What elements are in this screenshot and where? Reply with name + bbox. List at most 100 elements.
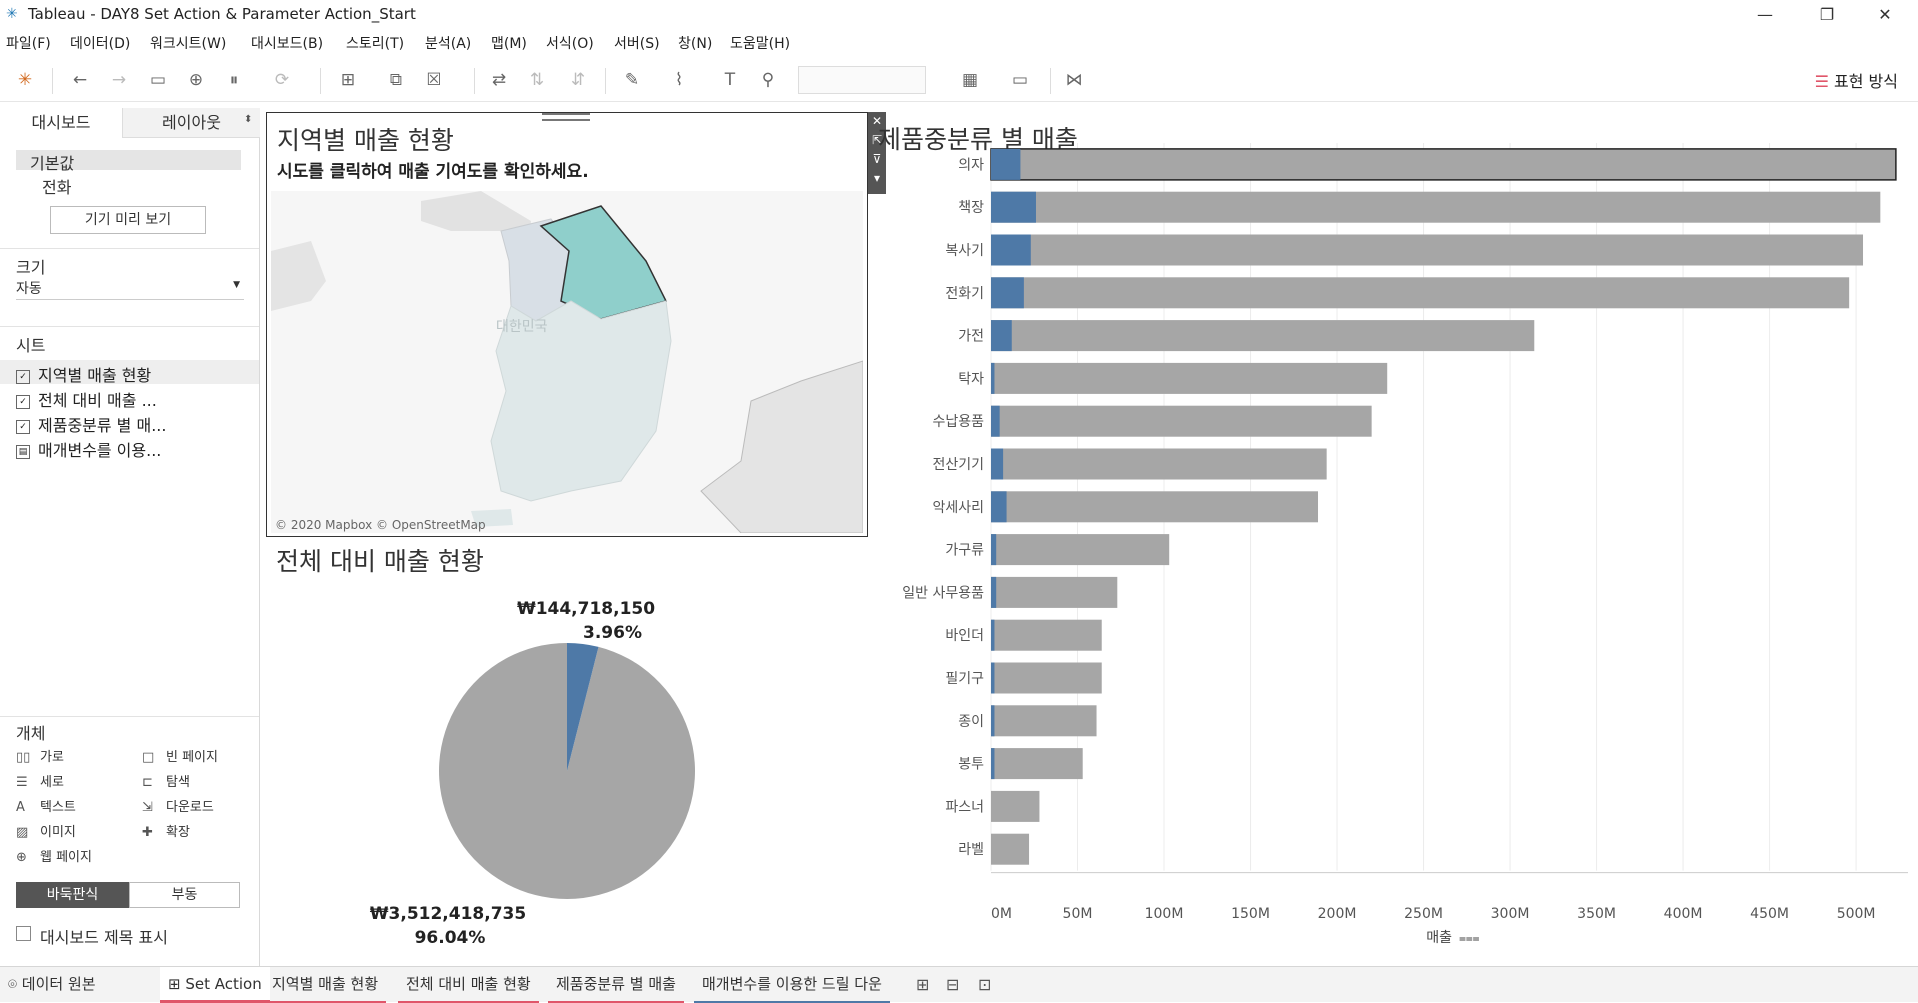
- new-sheet-icon[interactable]: ⊞: [340, 70, 356, 90]
- object-blank[interactable]: □ 빈 페이지: [142, 750, 218, 765]
- tab-sheet[interactable]: 제품중분류 별 매출: [548, 967, 684, 1003]
- bar-total[interactable]: [991, 833, 1030, 865]
- bar-selected[interactable]: [991, 191, 1036, 223]
- text-icon[interactable]: T: [724, 70, 736, 90]
- menu-data[interactable]: 데이터(D): [70, 36, 131, 52]
- device-preview-button[interactable]: 기기 미리 보기: [50, 206, 206, 234]
- bar-total[interactable]: [991, 491, 1319, 523]
- presentation-icon[interactable]: ▭: [1011, 70, 1029, 90]
- bar-total[interactable]: [991, 405, 1372, 437]
- map-region-south[interactable]: [490, 300, 672, 502]
- object-navigation[interactable]: ⊏ 탐색: [142, 775, 190, 790]
- device-default[interactable]: 기본값: [30, 154, 75, 173]
- close-icon[interactable]: ✕: [871, 114, 883, 128]
- sheet-item[interactable]: ✓ 지역별 매출 현황: [16, 362, 151, 386]
- save-icon[interactable]: ▭: [149, 70, 167, 90]
- clear-icon[interactable]: ☒: [426, 70, 442, 90]
- tab-sheet[interactable]: 전체 대비 매출 현황: [398, 967, 539, 1003]
- new-datasource-icon[interactable]: ⊕: [188, 70, 204, 90]
- menu-worksheet[interactable]: 워크시트(W): [150, 36, 227, 52]
- sheet-item[interactable]: ✓ 제품중분류 별 매...: [16, 412, 166, 436]
- tableau-logo-icon[interactable]: ✳: [17, 70, 33, 90]
- tiled-toggle[interactable]: 바둑판식: [16, 882, 129, 908]
- bar-selected[interactable]: [991, 234, 1031, 266]
- more-options-icon[interactable]: ▾: [873, 171, 881, 185]
- bar-total[interactable]: [991, 576, 1118, 608]
- bar-selected[interactable]: [991, 748, 995, 780]
- swap-icon[interactable]: ⇄: [491, 70, 507, 90]
- bar-selected[interactable]: [991, 320, 1012, 352]
- object-text[interactable]: A 텍스트: [16, 800, 76, 815]
- sort-icon[interactable]: ⩶: [1459, 931, 1480, 945]
- bar-selected[interactable]: [991, 405, 1000, 437]
- bar-selected[interactable]: [991, 619, 995, 651]
- menu-server[interactable]: 서버(S): [614, 36, 660, 52]
- korea-map[interactable]: 대한민국 © 2020 Mapbox © OpenStreetMap: [271, 191, 863, 533]
- go-to-sheet-icon[interactable]: ⇱: [871, 133, 883, 147]
- redo-icon[interactable]: →: [111, 70, 127, 90]
- object-download[interactable]: ⇲ 다운로드: [142, 800, 214, 815]
- bar-total[interactable]: [991, 705, 1097, 737]
- menu-dashboard[interactable]: 대시보드(B): [251, 36, 324, 52]
- size-dropdown[interactable]: 자동 ▼: [16, 278, 244, 300]
- menu-file[interactable]: 파일(F): [6, 36, 51, 52]
- datasource-tab[interactable]: ⌾ 데이터 원본: [8, 975, 96, 993]
- bar-total[interactable]: [991, 320, 1535, 352]
- bar-total[interactable]: [991, 534, 1170, 566]
- bar-selected[interactable]: [991, 576, 997, 608]
- close-button[interactable]: ✕: [1878, 5, 1892, 24]
- bar-total[interactable]: [991, 362, 1388, 394]
- bar-selected[interactable]: [991, 491, 1007, 523]
- sheet-item[interactable]: ✓ 전체 대비 매출 ...: [16, 387, 157, 411]
- menu-analysis[interactable]: 분석(A): [425, 36, 472, 52]
- show-title-checkbox[interactable]: [16, 926, 31, 941]
- bar-selected[interactable]: [991, 448, 1004, 480]
- share-icon[interactable]: ⋈: [1065, 70, 1083, 90]
- bar-selected[interactable]: [991, 662, 995, 694]
- highlight-icon[interactable]: ✎: [624, 70, 640, 90]
- bar-total[interactable]: [991, 191, 1881, 223]
- bar-selected[interactable]: [991, 534, 997, 566]
- pie-sheet-zone[interactable]: 전체 대비 매출 현황 ₩144,718,150 3.96% ₩3,512,41…: [266, 540, 868, 962]
- panel-menu-icon[interactable]: ⬍: [244, 114, 253, 125]
- filter-icon[interactable]: ⊽: [872, 152, 882, 166]
- menu-map[interactable]: 맵(M): [491, 36, 527, 52]
- tab-layout[interactable]: 레이아웃: [122, 108, 260, 138]
- restore-button[interactable]: ❐: [1819, 5, 1835, 24]
- sort-asc-icon[interactable]: ⇅: [529, 70, 545, 90]
- object-horizontal[interactable]: ▯▯ 가로: [16, 750, 64, 765]
- bar-selected[interactable]: [991, 362, 995, 394]
- object-extension[interactable]: ✚ 확장: [142, 825, 190, 840]
- floating-toggle[interactable]: 부동: [129, 882, 240, 908]
- bar-total[interactable]: [990, 148, 1897, 181]
- pause-icon[interactable]: ⏸: [229, 70, 239, 90]
- tab-sheet[interactable]: 매개변수를 이용한 드릴 다운: [694, 967, 890, 1003]
- minimize-button[interactable]: —: [1757, 5, 1773, 24]
- annotate-icon[interactable]: ⌇: [674, 70, 684, 90]
- bar-total[interactable]: [991, 790, 1040, 822]
- sort-desc-icon[interactable]: ⇵: [570, 70, 586, 90]
- menu-story[interactable]: 스토리(T): [346, 36, 405, 52]
- pie-slice[interactable]: [567, 643, 599, 771]
- bar-total[interactable]: [991, 662, 1102, 694]
- bar-total[interactable]: [991, 234, 1864, 266]
- new-story-icon[interactable]: ⊡: [978, 975, 992, 994]
- bar-total[interactable]: [991, 748, 1083, 780]
- map-sheet-zone[interactable]: 지역별 매출 현황 시도를 클릭하여 매출 기여도를 확인하세요. 대한민국 ©…: [266, 112, 868, 537]
- new-worksheet-icon[interactable]: ⊞: [916, 975, 930, 994]
- menu-format[interactable]: 서식(O): [546, 36, 594, 52]
- pin-icon[interactable]: ⚲: [761, 70, 775, 90]
- bar-total[interactable]: [991, 277, 1850, 309]
- object-webpage[interactable]: ⊕ 웹 페이지: [16, 850, 92, 865]
- bar-selected[interactable]: [991, 705, 995, 737]
- refresh-icon[interactable]: ⟳: [274, 70, 290, 90]
- zone-drag-handle[interactable]: [542, 113, 590, 121]
- fit-icon[interactable]: ▦: [961, 70, 979, 90]
- bar-sheet-zone[interactable]: 제품중분류 별 매출 의자 책장 복사기 전화기 가전 탁자 수납용품 전산기기 악세사리 가구류…: [872, 112, 1912, 962]
- duplicate-icon[interactable]: ⧉: [389, 70, 403, 90]
- pie-chart[interactable]: ₩144,718,150 3.96% ₩3,512,418,735 96.04%: [266, 540, 868, 962]
- bar-total[interactable]: [991, 448, 1327, 480]
- menu-window[interactable]: 창(N): [678, 36, 713, 52]
- tab-sheet[interactable]: 지역별 매출 현황: [264, 967, 387, 1003]
